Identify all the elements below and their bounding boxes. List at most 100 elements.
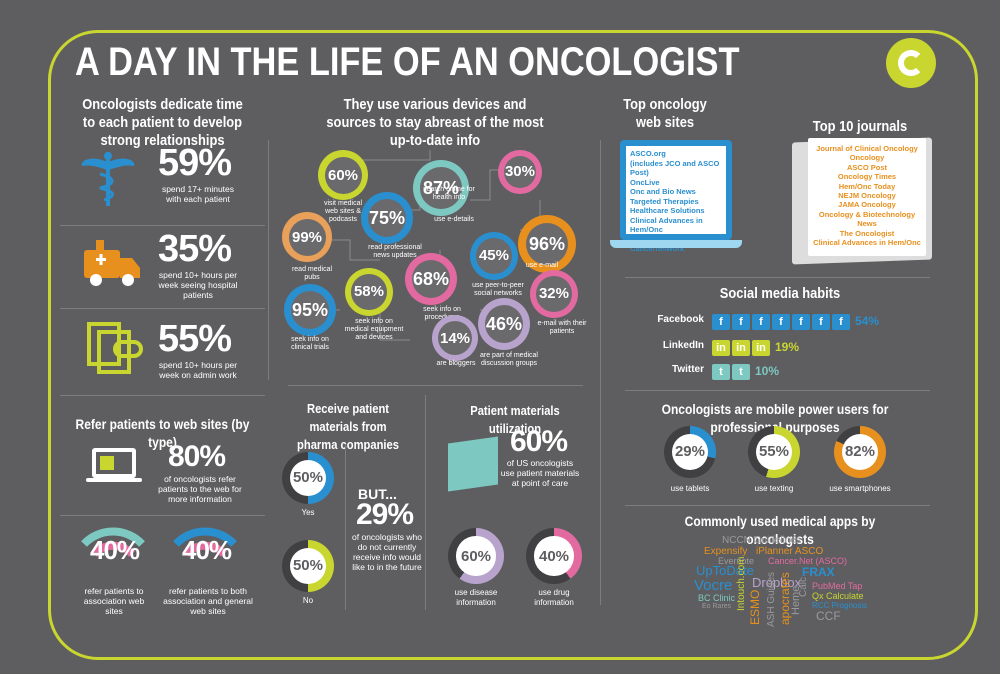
- divider: [625, 277, 930, 278]
- website-item: OncLive: [630, 177, 660, 187]
- social-value: 54%: [855, 314, 880, 328]
- bubble-label: use e-details: [434, 216, 474, 223]
- but-label: BUT...: [358, 486, 397, 502]
- social-icon: in: [712, 340, 730, 356]
- bubble-label: e-mail with their patients: [537, 320, 587, 335]
- stat-text: spend 17+ minutes with each patient: [161, 184, 235, 204]
- mobile-label: use smartphones: [829, 484, 891, 493]
- stat-value: 35%: [158, 228, 232, 270]
- social-value: 10%: [755, 364, 780, 378]
- website-list: ASCO.org (includes JCO and ASCO Post) OncL…: [626, 146, 726, 253]
- bubble-label: seek info on medical equipment and devic…: [344, 318, 404, 341]
- social-name: Twitter: [671, 364, 704, 375]
- stat-text: refer patients to association web sites: [83, 586, 145, 616]
- time-heading: Oncologists dedicate time to each patien…: [82, 96, 243, 149]
- donut-value: 55%: [755, 433, 793, 471]
- stat-value: 80%: [168, 440, 226, 473]
- pharma-heading: Receive patient materials from pharma co…: [297, 401, 399, 452]
- donut-value: 50%: [289, 547, 327, 585]
- mobile-label: use texting: [754, 484, 794, 493]
- donut-value: 29%: [671, 433, 709, 471]
- divider: [268, 140, 269, 380]
- stat-text: of oncologists who do not currently rece…: [352, 532, 422, 572]
- app-word: UpToDate: [696, 563, 754, 578]
- social-icon: f: [812, 314, 830, 330]
- stat-bubble: 99%: [282, 212, 332, 262]
- divider: [345, 445, 346, 610]
- stat-value: 59%: [158, 142, 232, 184]
- stat-bubble: 14%: [432, 315, 478, 361]
- mobile-donut: 55%: [748, 426, 800, 478]
- social-name: Facebook: [657, 314, 704, 325]
- stat-bubble: 32%: [530, 270, 578, 318]
- app-word: apocrates: [778, 572, 792, 625]
- website-item: (includes JCO and ASCO Post): [630, 158, 720, 178]
- app-word: NCCN Guidelines: [722, 535, 801, 546]
- stat-bubble: 75%: [361, 192, 413, 244]
- social-icon: f: [732, 314, 750, 330]
- pharma-donut: 50%: [282, 540, 334, 592]
- social-icon: f: [792, 314, 810, 330]
- caduceus-icon: [78, 148, 138, 208]
- divider: [625, 390, 930, 391]
- bubble-value: 75%: [367, 198, 407, 238]
- utilization-label: use drug information: [534, 588, 574, 607]
- app-word: Eo Rares: [702, 603, 732, 610]
- stat-bubble: 60%: [318, 150, 368, 200]
- laptop-icon: [92, 448, 136, 478]
- app-word: RCC Prognosis: [812, 601, 868, 610]
- journal-item: Hem/Onc Today: [838, 181, 896, 191]
- stat-value: 40%: [182, 535, 232, 565]
- stat-text: spend 10+ hours per week on admin work: [158, 360, 238, 380]
- stat-bubble: 45%: [470, 232, 518, 280]
- stat-bubble: 95%: [284, 284, 336, 336]
- stat-text: of US oncologists use patient materials …: [500, 458, 580, 488]
- app-word: Evernote: [718, 556, 755, 566]
- bubble-value: 60%: [324, 156, 362, 194]
- website-item: Clinical Advances in Hem/Onc: [630, 215, 703, 235]
- social-name: LinkedIn: [662, 340, 704, 351]
- social-value: 19%: [775, 340, 800, 354]
- stat-value: 40%: [90, 535, 140, 565]
- laptop-base: [86, 478, 142, 482]
- stat-text: spend 10+ hours per week seeing hospital…: [158, 270, 238, 300]
- logo-icon: [886, 38, 936, 88]
- bubble-label: use e-mail: [525, 262, 559, 269]
- app-word: CCF: [816, 609, 841, 623]
- stat-bubble: 58%: [345, 268, 393, 316]
- social-icon: f: [712, 314, 730, 330]
- bubble-value: 87%: [420, 167, 462, 209]
- journal-item: NEJM Oncology: [838, 191, 896, 201]
- social-icon: f: [772, 314, 790, 330]
- bubble-label: use peer-to-peer social networks: [472, 282, 524, 297]
- bubble-label: search online for health info: [423, 186, 475, 201]
- app-word: Cancer.Net (ASCO): [768, 556, 848, 566]
- divider: [600, 140, 601, 605]
- stat-text: refer patients to both association and g…: [163, 586, 253, 616]
- apps-word-cloud: NCCN Guidelines Expensify iPlanner ASCO …: [690, 535, 880, 627]
- app-word: Dropbox: [752, 575, 802, 590]
- divider: [60, 395, 265, 396]
- bubble-label: are bloggers: [436, 360, 476, 367]
- app-word: Qx Calculate: [812, 591, 864, 601]
- social-icon: t: [712, 364, 730, 380]
- stat-bubble: 87%: [413, 160, 469, 216]
- stat-bubble: 96%: [518, 215, 576, 273]
- journal-item: Oncology: [849, 153, 885, 163]
- pharma-label: Yes: [301, 508, 315, 517]
- social-icon: f: [752, 314, 770, 330]
- bubble-label: seek info on clinical trials: [291, 336, 329, 351]
- stat-bubble: 30%: [498, 150, 542, 194]
- utilization-label: use disease information: [454, 588, 498, 607]
- app-word: Expensify: [704, 546, 748, 557]
- bubble-value: 95%: [290, 290, 330, 330]
- journal-item: Journal of Clinical Oncology: [816, 144, 918, 153]
- app-word: ESMO: [748, 589, 762, 625]
- journal-item: Oncology & Biotechnology News: [818, 209, 916, 229]
- app-word: PubMed Tap: [812, 581, 863, 591]
- utilization-donut: 60%: [448, 528, 504, 584]
- app-word: Vocre: [694, 577, 733, 594]
- journal-item: The Oncologist: [839, 228, 895, 238]
- divider: [288, 385, 583, 386]
- journal-item: JAMA Oncology: [838, 200, 896, 210]
